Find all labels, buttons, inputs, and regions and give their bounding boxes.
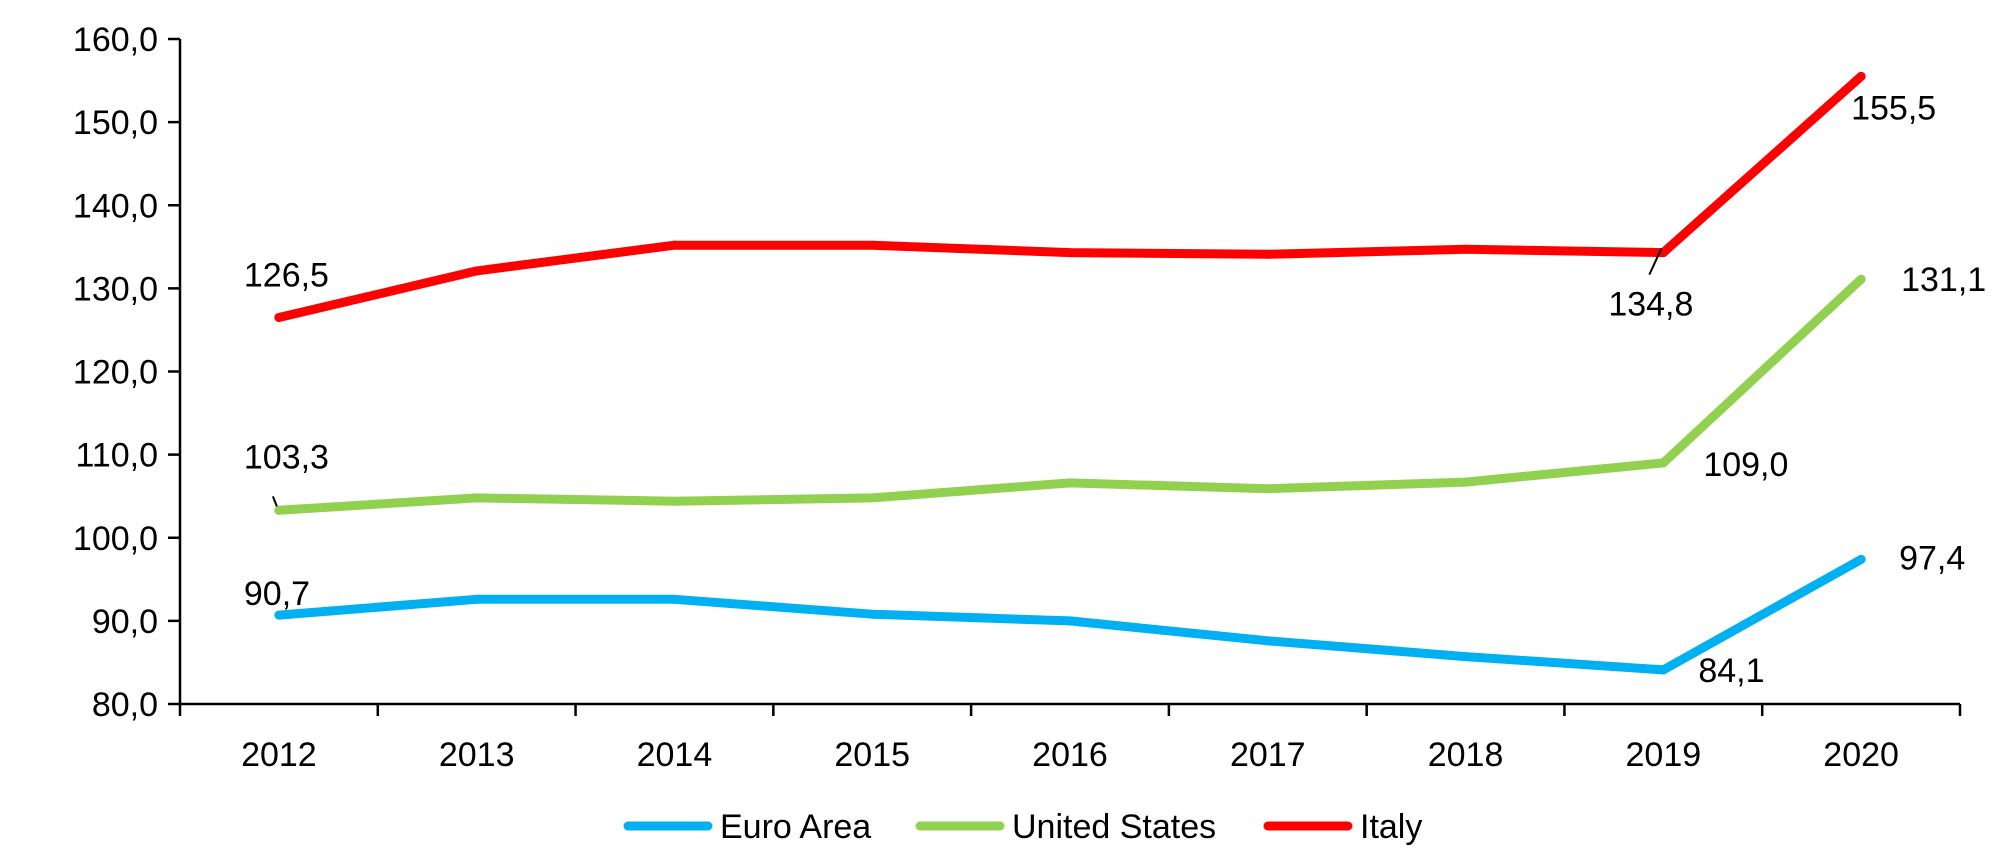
data-point bbox=[867, 240, 877, 250]
data-point bbox=[1856, 554, 1866, 564]
x-tick-label: 2020 bbox=[1823, 736, 1899, 774]
data-label: 97,4 bbox=[1899, 539, 1965, 577]
axes: 80,0 90,0 100,0 110,0 120,0 130,0 140,0 150,0 16… bbox=[73, 21, 1962, 774]
legend-label: Euro Area bbox=[720, 808, 871, 846]
data-point bbox=[669, 240, 679, 250]
data-point bbox=[1263, 636, 1273, 646]
data-point bbox=[274, 610, 284, 620]
x-tick-label: 2015 bbox=[834, 736, 910, 774]
data-point bbox=[1461, 244, 1471, 254]
data-point bbox=[274, 505, 284, 515]
data-point bbox=[1065, 248, 1075, 258]
legend-label: Italy bbox=[1360, 808, 1422, 846]
y-tick-label: 110,0 bbox=[75, 437, 158, 475]
x-tick-label: 2013 bbox=[439, 736, 515, 774]
x-tick-label: 2017 bbox=[1230, 736, 1306, 774]
y-tick-label: 150,0 bbox=[73, 104, 158, 142]
x-tick-label: 2014 bbox=[637, 736, 713, 774]
data-point bbox=[867, 493, 877, 503]
x-tick-label: 2018 bbox=[1428, 736, 1504, 774]
data-point bbox=[1065, 478, 1075, 488]
x-tick-label: 2012 bbox=[241, 736, 317, 774]
data-point bbox=[1065, 616, 1075, 626]
y-tick-label: 100,0 bbox=[73, 520, 158, 558]
data-point bbox=[1263, 249, 1273, 259]
data-label: 84,1 bbox=[1698, 652, 1764, 690]
data-labels: 90,7 84,1 97,4 103,3 109,0 131,1 126,5 134,8 155… bbox=[244, 89, 1986, 690]
data-point bbox=[1856, 71, 1866, 81]
data-point bbox=[669, 496, 679, 506]
data-label: 155,5 bbox=[1851, 89, 1936, 127]
x-tick-label: 2019 bbox=[1626, 736, 1702, 774]
y-tick-label: 80,0 bbox=[92, 686, 158, 724]
y-tick-label: 140,0 bbox=[73, 187, 158, 225]
y-tick-label: 130,0 bbox=[73, 270, 158, 308]
data-point bbox=[472, 594, 482, 604]
data-point bbox=[669, 594, 679, 604]
y-tick-label: 90,0 bbox=[92, 603, 158, 641]
data-point bbox=[472, 266, 482, 276]
legend: Euro Area United States Italy bbox=[623, 808, 1422, 846]
data-label: 126,5 bbox=[244, 256, 329, 294]
data-point bbox=[1461, 477, 1471, 487]
data-point bbox=[1263, 484, 1273, 494]
data-label: 134,8 bbox=[1608, 286, 1693, 324]
y-tick-label: 160,0 bbox=[73, 21, 158, 59]
data-point bbox=[274, 312, 284, 322]
data-point bbox=[1658, 458, 1668, 468]
series-line-italy bbox=[274, 71, 1866, 322]
data-label-leader-line bbox=[1648, 248, 1663, 276]
series-line-euro-area bbox=[274, 554, 1866, 675]
x-tick-label: 2016 bbox=[1032, 736, 1108, 774]
series-layer bbox=[274, 71, 1866, 675]
data-label: 103,3 bbox=[244, 438, 329, 476]
data-label: 90,7 bbox=[244, 575, 310, 613]
data-point bbox=[1856, 274, 1866, 284]
y-tick-label: 120,0 bbox=[73, 354, 158, 392]
data-point bbox=[867, 609, 877, 619]
data-label: 131,1 bbox=[1901, 261, 1986, 299]
data-label-leader-line bbox=[271, 495, 278, 507]
data-label: 109,0 bbox=[1703, 446, 1788, 484]
data-point bbox=[1461, 652, 1471, 662]
data-point bbox=[472, 493, 482, 503]
legend-label: United States bbox=[1012, 808, 1216, 846]
data-point bbox=[1658, 665, 1668, 675]
